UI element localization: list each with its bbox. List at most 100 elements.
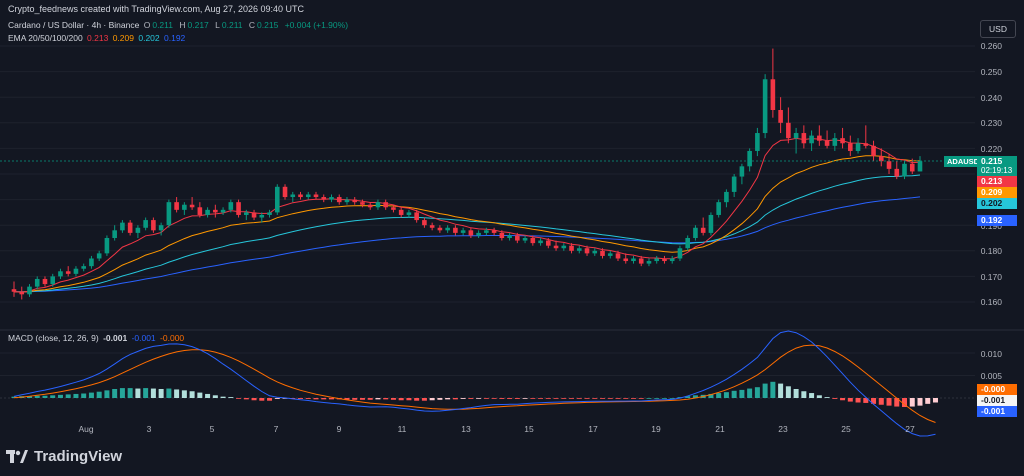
macd-histogram-bar: [584, 398, 590, 399]
macd-histogram-bar: [561, 398, 567, 399]
macd-histogram-bar: [359, 398, 365, 400]
candle-body: [274, 186, 280, 213]
tradingview-logo[interactable]: TradingView: [6, 448, 122, 465]
candle-body: [817, 135, 822, 141]
macd-signal-line: [13, 344, 936, 423]
candle-body: [584, 248, 590, 254]
candle-body: [429, 225, 435, 228]
ema-legend[interactable]: EMA 20/50/100/200 0.213 0.209 0.202 0.19…: [8, 33, 187, 43]
time-tick: 13: [461, 424, 471, 434]
candle-body: [631, 258, 636, 262]
macd-histogram-bar: [925, 398, 931, 404]
macd-histogram-bar: [321, 398, 327, 400]
candle-body: [739, 166, 745, 177]
candle-body: [65, 271, 71, 274]
candle-body: [305, 194, 311, 198]
candle-body: [336, 197, 342, 203]
price-tick: 0.180: [980, 246, 1002, 256]
candle-body: [383, 202, 388, 208]
macd-histogram-bar: [600, 398, 606, 399]
candle-body: [158, 225, 164, 231]
candle-body: [290, 194, 296, 198]
tradingview-brand: TradingView: [34, 448, 123, 465]
macd-histogram-bar: [243, 398, 249, 400]
candle-body: [793, 133, 799, 139]
candle-body: [182, 204, 187, 210]
candle-body: [406, 212, 412, 215]
candle-body: [801, 133, 807, 144]
macd-line-tag: -0.001: [977, 406, 1017, 417]
macd-histogram-bar: [747, 388, 753, 398]
price-tick: 0.260: [980, 41, 1002, 51]
candle-body: [848, 143, 853, 151]
time-tick: 25: [841, 424, 851, 434]
macd-histogram-bar: [383, 398, 389, 400]
macd-histogram-bar: [793, 389, 799, 398]
candle-body: [553, 245, 559, 249]
close-label: C: [248, 20, 256, 30]
macd-signal-tag: -0.000: [977, 384, 1017, 395]
macd-histogram-bar: [158, 389, 164, 398]
candle-body: [81, 266, 86, 269]
candle-body: [127, 222, 133, 233]
candle-body: [143, 220, 148, 228]
macd-histogram-bar: [538, 398, 544, 399]
candle-body: [135, 227, 141, 233]
candle-body: [638, 258, 644, 264]
candle-body: [73, 268, 79, 274]
macd-histogram-bar: [731, 390, 737, 398]
symbol-legend[interactable]: Cardano / US Dollar · 4h · Binance O 0.21…: [8, 20, 350, 30]
macd-histogram-bar: [259, 398, 265, 401]
candle-body: [321, 197, 327, 200]
macd-hist-value: -0.001: [103, 333, 128, 343]
candle-body: [422, 220, 427, 226]
candle-body: [367, 204, 373, 208]
macd-histogram-bar: [390, 398, 396, 400]
macd-histogram-bar: [902, 398, 908, 407]
candle-body: [213, 209, 218, 213]
price-tick: 0.160: [980, 297, 1002, 307]
time-tick: 23: [778, 424, 788, 434]
time-tick: 3: [146, 424, 152, 434]
candle-body: [569, 245, 574, 251]
candle-body: [166, 202, 172, 226]
ema-label: EMA 20/50/100/200: [8, 33, 83, 43]
currency-button[interactable]: USD: [980, 20, 1016, 38]
change-value: +0.004 (+1.90%): [284, 20, 349, 30]
macd-histogram-bar: [878, 398, 884, 405]
macd-histogram-bar: [88, 392, 94, 398]
time-tick: 7: [273, 424, 279, 434]
macd-histogram-bar: [917, 398, 923, 406]
macd-histogram-bar: [73, 393, 79, 398]
candle-body: [786, 122, 791, 139]
macd-histogram-bar: [894, 398, 900, 407]
candle-body: [460, 230, 466, 233]
macd-histogram-bar: [522, 398, 528, 399]
candle-body: [662, 258, 667, 262]
candle-body: [27, 286, 32, 295]
candle-body: [58, 271, 63, 277]
candle-body: [669, 258, 675, 262]
candle-body: [878, 156, 884, 162]
candle-body: [375, 202, 381, 208]
macd-histogram-bar: [445, 398, 451, 400]
candle-body: [453, 227, 458, 233]
candle-body: [298, 194, 303, 198]
macd-histogram-bar: [57, 394, 63, 398]
candle-body: [251, 212, 257, 218]
candle-body: [414, 212, 419, 221]
macd-histogram-bar: [677, 397, 683, 398]
candle-body: [19, 291, 25, 295]
candle-body: [507, 235, 512, 238]
candle-body: [515, 235, 520, 241]
chart-grid: [0, 45, 975, 303]
macd-legend[interactable]: MACD (close, 12, 26, 9) -0.001 -0.001 -0…: [8, 333, 186, 343]
macd-histogram-bar: [545, 398, 551, 399]
macd-histogram-bar: [863, 398, 869, 403]
candle-body: [724, 191, 729, 203]
time-tick: 21: [715, 424, 725, 434]
candle-body: [391, 207, 396, 210]
ema50-tag: 0.209: [977, 187, 1017, 198]
candle-body: [677, 248, 683, 259]
